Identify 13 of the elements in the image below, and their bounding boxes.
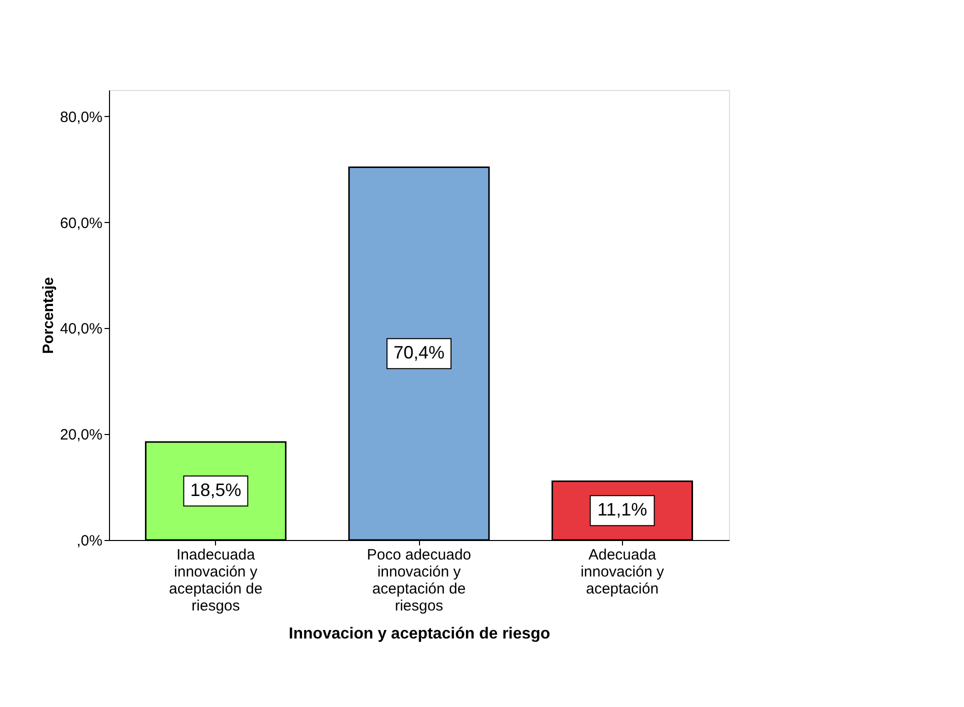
y-tick-label: 40,0% [60, 320, 102, 338]
data-label: 18,5% [190, 480, 242, 500]
data-label: 11,1% [597, 500, 648, 520]
x-tick-label: Adecuada innovación y aceptación [580, 546, 664, 598]
y-tick-label: 80,0% [60, 108, 102, 126]
data-label: 70,4% [393, 342, 445, 363]
y-tick-label: 60,0% [60, 214, 102, 232]
y-axis-title: Porcentaje [40, 277, 57, 354]
y-tick-label: ,0% [76, 532, 102, 550]
x-tick-label: Inadecuada innovación y aceptación de riesgos [169, 546, 262, 614]
x-tick-label: Poco adecuado innovación y aceptación de riesgos [366, 546, 472, 614]
y-tick-label: 20,0% [60, 426, 102, 444]
x-axis-title: Innovacion y aceptación de riesgo [288, 626, 550, 642]
